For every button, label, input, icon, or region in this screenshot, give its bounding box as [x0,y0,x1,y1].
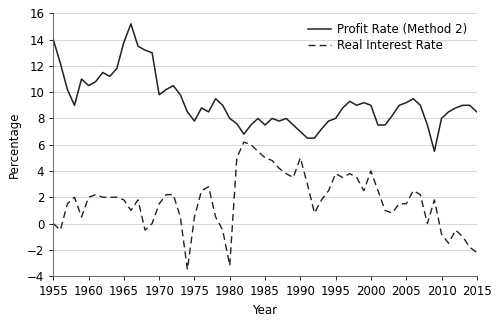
Line: Real Interest Rate: Real Interest Rate [54,142,477,269]
Y-axis label: Percentage: Percentage [8,111,22,178]
Real Interest Rate [318,198,324,202]
Real Interest Rate [50,222,56,226]
Profit Rate (Method 2) [312,136,318,140]
Profit Rate (Method 2) [142,48,148,52]
Legend: Profit Rate (Method 2), Real Interest Rate: Profit Rate (Method 2), Real Interest Ra… [304,19,471,56]
Real Interest Rate [135,198,141,202]
Real Interest Rate [206,185,212,189]
Profit Rate (Method 2) [128,22,134,26]
Real Interest Rate [290,176,296,179]
Real Interest Rate [474,251,480,254]
Profit Rate (Method 2) [424,123,430,127]
Profit Rate (Method 2) [156,93,162,97]
Real Interest Rate [149,222,155,226]
Real Interest Rate [184,267,190,271]
Profit Rate (Method 2) [206,110,212,114]
Real Interest Rate [241,140,247,144]
Profit Rate (Method 2) [283,116,289,120]
Real Interest Rate [432,198,438,202]
Profit Rate (Method 2) [432,149,438,153]
Profit Rate (Method 2) [474,110,480,114]
Profit Rate (Method 2) [50,38,56,42]
Line: Profit Rate (Method 2): Profit Rate (Method 2) [54,24,477,151]
X-axis label: Year: Year [252,304,278,317]
